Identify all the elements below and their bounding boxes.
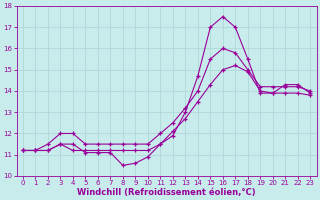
X-axis label: Windchill (Refroidissement éolien,°C): Windchill (Refroidissement éolien,°C) bbox=[77, 188, 256, 197]
